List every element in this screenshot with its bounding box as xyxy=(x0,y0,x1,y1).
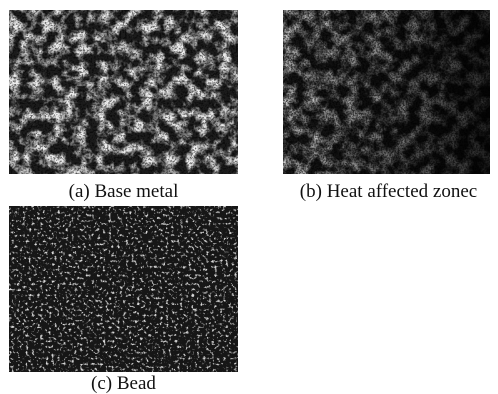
bead-caption: (c) Bead xyxy=(91,373,156,394)
heat-affected-zone-micrograph-image xyxy=(283,10,490,174)
base-metal-caption: (a) Base metal xyxy=(68,181,179,202)
heat-affected-zone-caption: (b) Heat affected zonec xyxy=(299,181,478,202)
base-metal-micrograph xyxy=(9,10,238,174)
bead-micrograph-image xyxy=(9,206,238,372)
heat-affected-zone-micrograph xyxy=(283,10,490,174)
base-metal-micrograph-image xyxy=(9,10,238,174)
bead-micrograph xyxy=(9,206,238,372)
